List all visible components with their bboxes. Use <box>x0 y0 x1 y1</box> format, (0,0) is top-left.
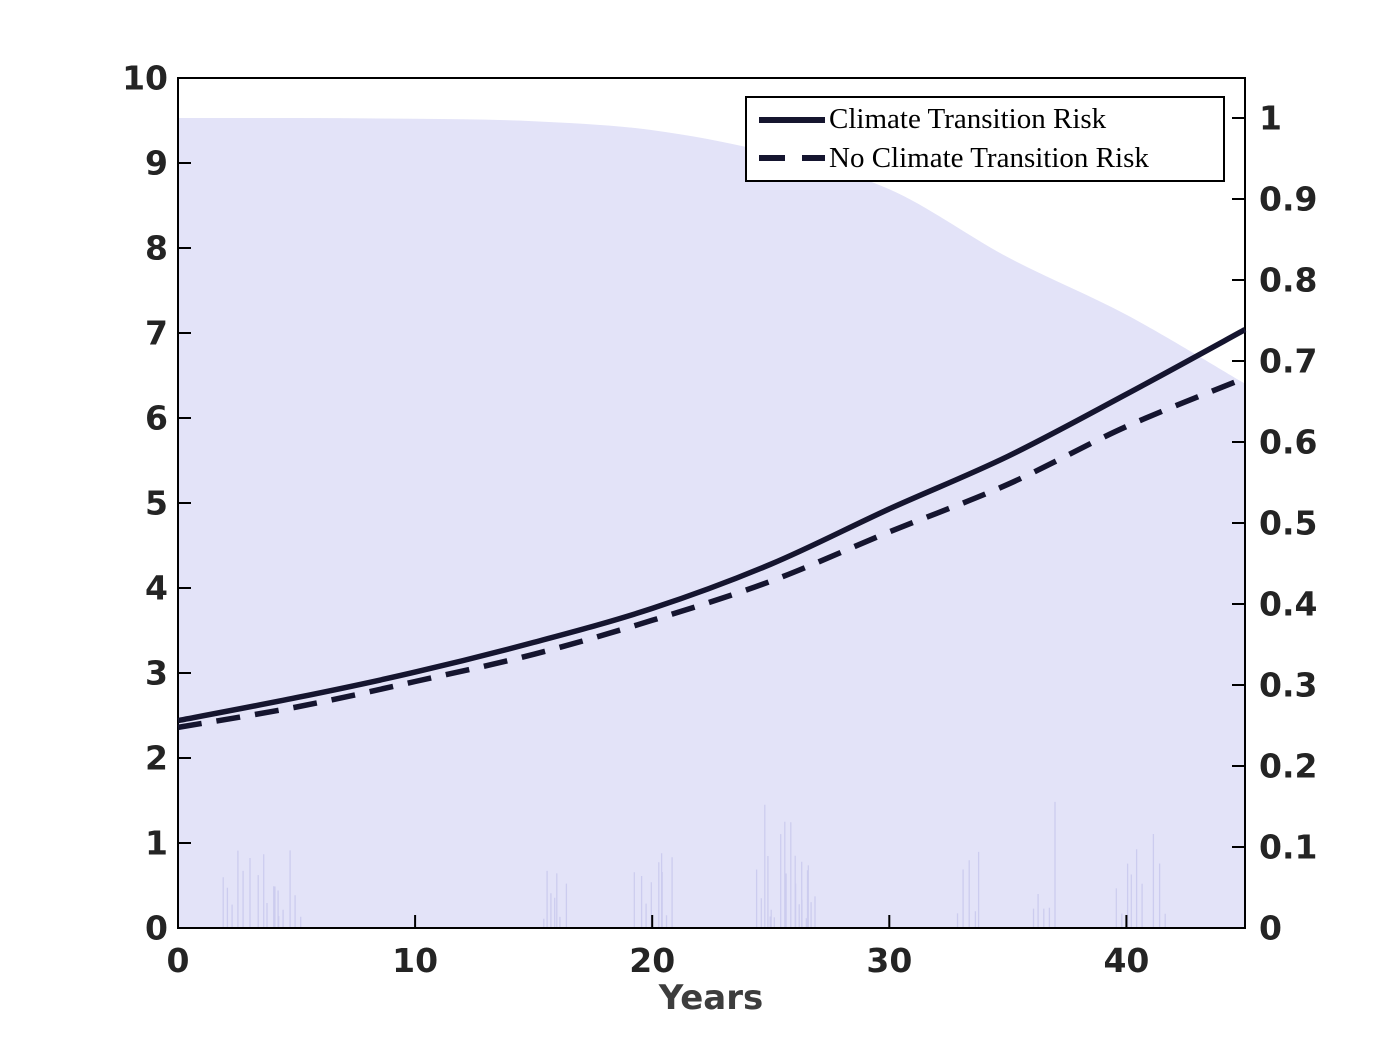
legend-label: No Climate Transition Risk <box>829 141 1149 174</box>
legend-item-climate-transition-risk: Climate Transition Risk <box>759 103 1223 136</box>
y-right-tick-label: 0.2 <box>1259 746 1318 786</box>
area-streak-texture <box>222 801 1166 928</box>
solid-line-swatch-icon <box>759 116 825 123</box>
x-axis-title: Years <box>658 978 764 1018</box>
y-left-tick-label: 8 <box>145 228 168 268</box>
y-left-tick-label: 10 <box>122 58 168 98</box>
legend-label: Climate Transition Risk <box>829 103 1107 136</box>
y-right-tick-label: 0.8 <box>1259 260 1318 300</box>
x-tick-label: 30 <box>866 941 913 980</box>
y-right-tick-label: 0.7 <box>1259 341 1318 381</box>
x-tick-label: 0 <box>166 941 190 980</box>
shaded-area <box>178 117 1245 928</box>
y-right-tick-label: 0.4 <box>1259 584 1318 624</box>
y-left-tick-label: 2 <box>145 738 168 778</box>
y-left-tick-label: 1 <box>145 823 168 863</box>
legend-item-no-climate-transition-risk: No Climate Transition Risk <box>759 142 1223 175</box>
plot-frame <box>177 77 1246 929</box>
y-right-tick-label: 0.9 <box>1259 179 1318 219</box>
y-right-tick-label: 1 <box>1259 98 1282 138</box>
y-right-tick-label: 0.3 <box>1259 665 1318 705</box>
x-tick-label: 10 <box>392 941 439 980</box>
legend: Climate Transition Risk No Climate Trans… <box>745 96 1225 182</box>
x-tick-label: 20 <box>629 941 676 980</box>
y-left-tick-label: 7 <box>145 313 168 353</box>
x-tick-label: 40 <box>1103 941 1150 980</box>
y-left-tick-label: 9 <box>145 143 168 183</box>
y-right-tick-label: 0 <box>1259 908 1282 948</box>
y-right-tick-label: 0.1 <box>1259 827 1318 867</box>
y-right-tick-label: 0.6 <box>1259 422 1318 462</box>
y-left-tick-label: 5 <box>145 483 168 523</box>
y-left-tick-label: 6 <box>145 398 168 438</box>
y-right-tick-label: 0.5 <box>1259 503 1318 543</box>
series-line-climate-transition-risk <box>177 327 1247 724</box>
series-line-no-climate-transition-risk <box>177 375 1247 731</box>
dashed-line-swatch-icon <box>759 155 825 162</box>
y-left-tick-label: 4 <box>145 568 168 608</box>
y-left-tick-label: 3 <box>145 653 168 693</box>
y-left-tick-label: 0 <box>145 908 168 948</box>
